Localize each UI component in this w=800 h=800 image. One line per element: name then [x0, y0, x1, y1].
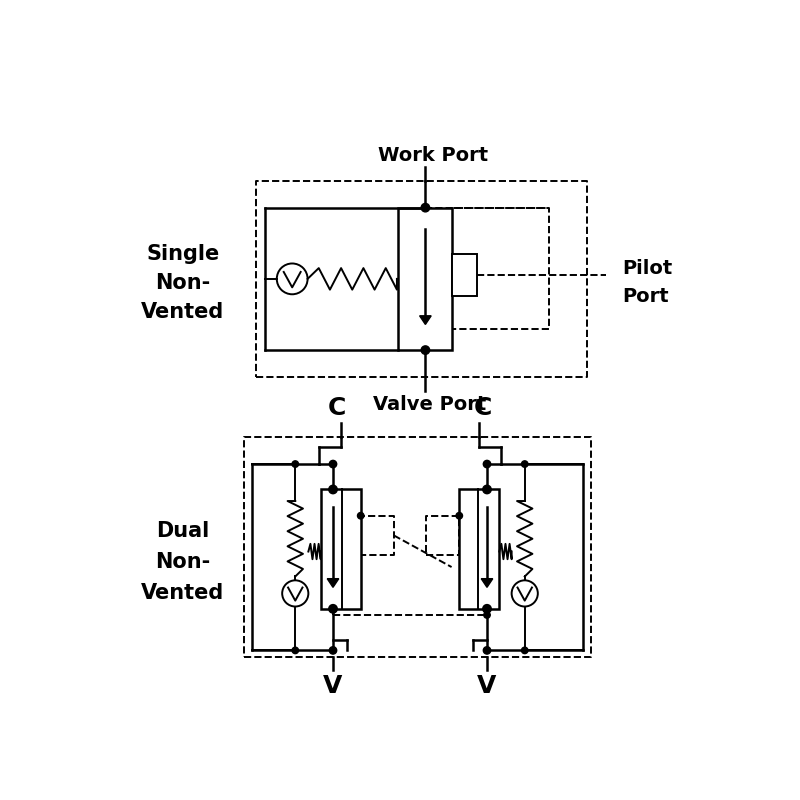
Circle shape — [482, 605, 491, 613]
Circle shape — [522, 461, 528, 467]
Polygon shape — [420, 316, 431, 325]
Circle shape — [484, 606, 490, 612]
Polygon shape — [459, 490, 499, 609]
Circle shape — [484, 612, 490, 618]
Text: Non-: Non- — [155, 552, 210, 572]
Polygon shape — [327, 578, 338, 587]
Text: V: V — [323, 674, 342, 698]
Polygon shape — [452, 254, 477, 296]
Circle shape — [358, 513, 364, 519]
Circle shape — [421, 203, 430, 212]
Text: Pilot: Pilot — [622, 259, 672, 278]
Text: Vented: Vented — [142, 582, 225, 602]
Polygon shape — [398, 208, 452, 350]
Circle shape — [483, 646, 490, 654]
Polygon shape — [321, 490, 361, 609]
Text: Work Port: Work Port — [378, 146, 488, 166]
Text: C: C — [474, 396, 492, 420]
Polygon shape — [482, 578, 493, 587]
Circle shape — [483, 460, 490, 468]
Circle shape — [482, 486, 491, 494]
Text: Dual: Dual — [156, 521, 210, 541]
Circle shape — [522, 647, 528, 654]
Circle shape — [329, 605, 338, 613]
Circle shape — [292, 647, 298, 654]
Circle shape — [330, 646, 337, 654]
Circle shape — [330, 606, 336, 612]
Circle shape — [456, 513, 462, 519]
Text: Single: Single — [146, 244, 219, 264]
Text: Non-: Non- — [155, 273, 210, 293]
Text: V: V — [478, 674, 497, 698]
Text: Port: Port — [622, 287, 668, 306]
Text: Vented: Vented — [142, 302, 225, 322]
Circle shape — [329, 486, 338, 494]
Text: C: C — [328, 396, 346, 420]
Text: Valve Port: Valve Port — [373, 394, 486, 414]
Circle shape — [292, 461, 298, 467]
Circle shape — [421, 346, 430, 354]
Circle shape — [330, 460, 337, 468]
